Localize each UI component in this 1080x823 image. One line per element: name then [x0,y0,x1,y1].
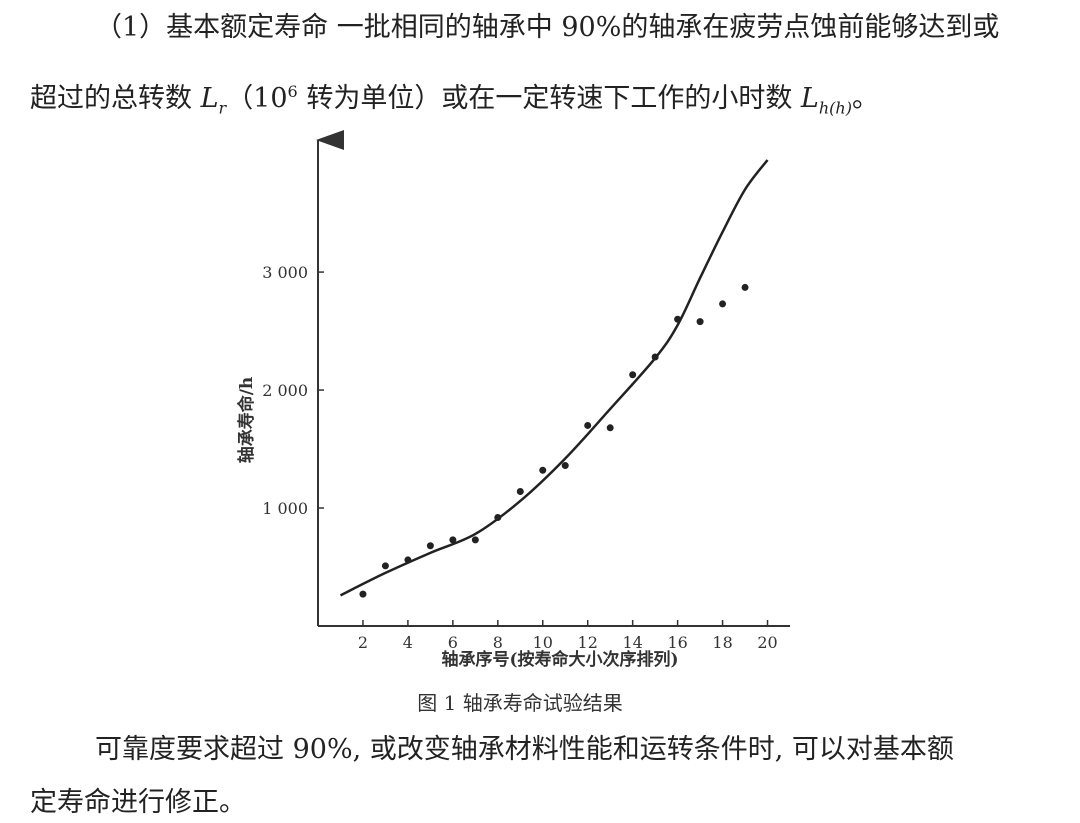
fit-curve [339,159,769,597]
data-point-7 [494,513,502,521]
p2-text-end: 。 [851,83,879,114]
x-tick-label-4: 4 [403,633,413,652]
y-tick-label-3000: 3 000 [262,263,308,282]
symbol-L2-subscript: h(h) [818,98,852,118]
data-point-14 [651,353,659,361]
x-tick-label-12: 12 [578,633,598,652]
paragraph-1: （1）基本额定寿命 一批相同的轴承中 90%的轴承在疲劳点蚀前能够达到或 [95,12,1000,43]
y-axis-label: 轴承寿命/h [236,377,257,464]
bearing-life-chart: 2 4 6 8 10 12 14 16 18 20 1 000 2 000 3 000 轴承序号(按寿命… [236,130,790,715]
data-point-11 [584,421,592,429]
figure-caption: 图 1 轴承寿命试验结果 [417,691,622,715]
data-point-4 [426,542,434,550]
x-tick-label-10: 10 [533,633,553,652]
data-point-3 [404,556,412,564]
figure: 2 4 6 8 10 12 14 16 18 20 1 000 2 000 3 000 轴承序号(按寿命… [220,130,820,720]
x-tick-label-18: 18 [712,633,732,652]
data-point-1 [359,590,367,598]
x-tick-label-6: 6 [448,633,458,652]
paragraph-4: 定寿命进行修正。 [30,787,246,818]
x-tick-label-20: 20 [757,633,777,652]
p2-text-mid2: 转为单位）或在一定转速下工作的小时数 [297,83,801,114]
x-axis-label: 轴承序号(按寿命大小次序排列) [441,649,678,670]
data-point-18 [741,283,749,291]
data-point-5 [449,536,457,544]
data-point-15 [674,315,682,323]
symbol-L2: L [800,83,819,114]
symbol-L-subscript: r [218,98,227,118]
data-point-10 [561,462,569,470]
exponent: 6 [287,82,298,101]
y-tick-label-1000: 1 000 [262,499,308,518]
x-tick-label-14: 14 [622,633,642,652]
x-tick-label-2: 2 [358,633,368,652]
paragraph-2: 超过的总转数 Lr（106 转为单位）或在一定转速下工作的小时数 Lh(h)。 [30,72,879,128]
x-tick-label-8: 8 [493,633,503,652]
p2-text-pre: 超过的总转数 [30,83,201,114]
p2-text-mid1: （10 [226,83,288,114]
data-point-8 [516,488,524,496]
data-point-16 [696,318,704,326]
data-point-9 [539,466,547,474]
data-point-12 [606,424,614,432]
data-point-2 [381,562,389,570]
data-point-13 [629,371,637,379]
paragraph-3: 可靠度要求超过 90%, 或改变轴承材料性能和运转条件时, 可以对基本额 [95,734,954,765]
x-tick-label-16: 16 [667,633,687,652]
symbol-L: L [200,83,219,114]
data-point-17 [719,300,727,308]
y-tick-label-2000: 2 000 [262,381,308,400]
data-point-6 [471,536,479,544]
